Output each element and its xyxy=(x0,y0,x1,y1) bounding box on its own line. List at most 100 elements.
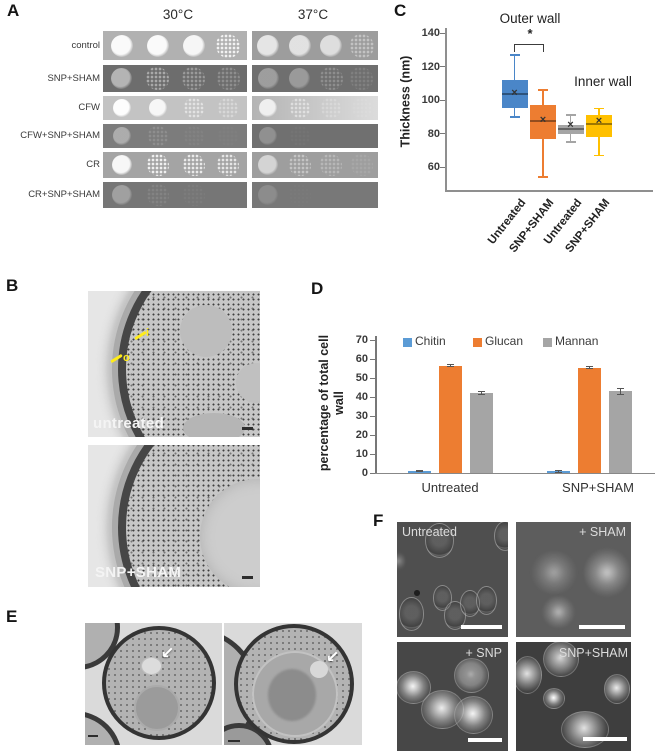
scale-bar xyxy=(583,737,627,741)
panel-f-image-snp: + SNP xyxy=(397,642,508,751)
y-tick-label: 140 xyxy=(421,27,440,39)
y-tick-mark xyxy=(370,453,375,455)
median-line xyxy=(501,93,528,95)
y-tick-label: 60 xyxy=(355,353,368,365)
colony-spot xyxy=(110,34,133,57)
error-bar-cap xyxy=(447,366,454,368)
colony-spot xyxy=(217,154,240,176)
whisker-lower xyxy=(542,138,544,178)
spot-strip xyxy=(252,124,378,148)
fluorescence-image-label: + SNP xyxy=(465,646,502,660)
panel-b-em-image-snp-sham: SNP+SHAM xyxy=(88,445,260,587)
error-bar-line xyxy=(449,364,452,367)
y-tick-label: 30 xyxy=(355,410,368,422)
temp-30-header: 30°C xyxy=(162,7,194,22)
whisker-cap xyxy=(509,116,520,118)
fluorescent-cell xyxy=(543,642,579,678)
y-tick-label: 50 xyxy=(355,372,368,384)
colony-spot xyxy=(183,98,204,118)
spot-strip xyxy=(103,182,247,208)
fluorescent-cell xyxy=(493,522,508,551)
y-tick-mark xyxy=(370,339,375,341)
error-bar-line xyxy=(619,388,622,395)
y-tick-label: 100 xyxy=(421,94,440,106)
y-tick-label: 80 xyxy=(427,127,440,140)
em-image-label: SNP+SHAM xyxy=(95,564,182,581)
bar xyxy=(470,393,493,473)
box xyxy=(501,79,528,109)
colony-spot xyxy=(319,67,343,90)
row-label: CFW+SNP+SHAM xyxy=(20,130,100,141)
whisker-cap xyxy=(565,141,576,143)
dark-inclusion xyxy=(268,669,316,721)
error-bar-cap xyxy=(416,469,423,471)
whisker-upper xyxy=(569,115,572,126)
spot-strip xyxy=(103,65,247,92)
whisker-upper xyxy=(598,108,600,116)
bar xyxy=(578,367,601,473)
panel-f-label: F xyxy=(373,511,384,530)
panel-e-em-image-1: ↙ xyxy=(85,623,222,745)
colony-spot xyxy=(111,185,132,205)
significance-bracket-icon xyxy=(514,44,544,52)
fluorescent-cell xyxy=(454,695,493,735)
pointer-arrow-icon: ↙ xyxy=(326,647,340,666)
y-axis-line xyxy=(445,28,447,190)
colony-spot xyxy=(146,184,169,206)
colony-spot xyxy=(259,99,278,117)
mean-marker: × xyxy=(595,115,603,128)
lipid-body xyxy=(141,657,162,675)
error-bar-cap xyxy=(555,471,562,473)
y-tick-mark xyxy=(370,377,375,379)
colony-spot xyxy=(288,154,311,176)
colony-spot xyxy=(321,98,342,118)
y-tick-mark xyxy=(370,415,375,417)
lipid-body xyxy=(310,661,328,678)
spot-strip xyxy=(252,182,378,208)
em-image-label: untreated xyxy=(93,415,165,432)
colony-spot xyxy=(257,68,279,89)
cell xyxy=(102,626,216,740)
panel-a-label: A xyxy=(7,1,20,20)
y-tick-mark xyxy=(370,358,375,360)
inner-wall-mark: i xyxy=(146,327,150,339)
whisker-cap xyxy=(538,89,548,91)
colony-spot xyxy=(349,33,374,58)
y-tick-mark xyxy=(440,66,445,68)
scale-bar xyxy=(242,576,253,579)
spot-strip xyxy=(252,152,378,178)
median-line xyxy=(557,128,584,130)
fluorescence-image-label: Untreated xyxy=(402,525,457,539)
error-bar-line xyxy=(557,470,560,473)
colony-spot xyxy=(350,67,374,90)
scale-bar xyxy=(579,625,625,629)
colony-spot xyxy=(182,67,206,90)
colony-spot xyxy=(289,126,310,146)
legend-label: Mannan xyxy=(555,334,599,348)
fluorescent-cell xyxy=(560,710,610,748)
colony-spot xyxy=(182,154,205,176)
colony-spot xyxy=(111,68,133,89)
whisker-upper xyxy=(513,54,516,80)
whisker-upper xyxy=(542,89,544,105)
y-tick-label: 60 xyxy=(427,161,440,173)
colony-spot xyxy=(351,98,372,118)
colony-spot xyxy=(216,67,240,90)
spot-strip xyxy=(252,65,378,92)
error-bar-cap xyxy=(447,363,454,365)
colony-spot xyxy=(218,98,239,118)
colony-spot xyxy=(259,127,278,145)
whisker-cap xyxy=(594,154,604,157)
spot-strip xyxy=(252,31,378,60)
fluorescent-cell xyxy=(476,585,498,615)
scale-bar xyxy=(228,740,240,742)
x-axis-line xyxy=(375,472,655,475)
mean-marker: × xyxy=(539,113,547,126)
colony-spot xyxy=(288,34,311,57)
y-tick-label: 0 xyxy=(361,467,368,479)
error-bar-cap xyxy=(478,391,485,393)
fluorescent-cell xyxy=(398,597,425,631)
fluorescent-cell xyxy=(453,658,490,694)
median-line xyxy=(586,123,612,125)
